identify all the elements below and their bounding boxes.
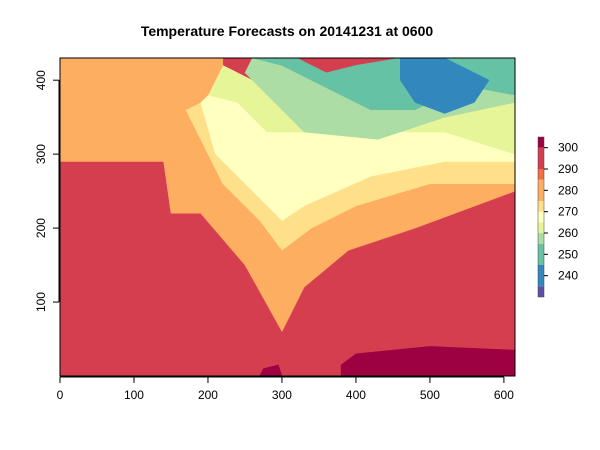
colorbar-swatch <box>538 222 544 233</box>
field-region-300 <box>259 364 283 376</box>
y-axis: 100 200 300 400 <box>34 70 60 312</box>
y-tick-label: 200 <box>34 218 48 238</box>
field-region-235 <box>433 61 464 97</box>
x-tick-label: 0 <box>57 388 64 402</box>
colorbar-swatch <box>538 233 544 244</box>
colorbar-swatch <box>538 147 544 169</box>
temperature-field <box>60 58 515 376</box>
colorbar-tick-label: 250 <box>558 247 578 261</box>
y-tick-label: 400 <box>34 70 48 90</box>
x-tick-label: 200 <box>198 388 218 402</box>
colorbar-tick-label: 280 <box>558 183 578 197</box>
colorbar-swatch <box>538 137 544 148</box>
colorbar-tick-label: 260 <box>558 226 578 240</box>
colorbar-swatch <box>538 179 544 201</box>
colorbar-legend: 240 250 260 270 280 290 300 <box>537 136 578 298</box>
x-tick-label: 500 <box>420 388 440 402</box>
colorbar-swatch <box>538 265 544 287</box>
y-tick-label: 100 <box>34 292 48 312</box>
colorbar-swatch <box>538 286 544 297</box>
colorbar-swatch <box>538 169 544 180</box>
chart-title: Temperature Forecasts on 20141231 at 060… <box>141 23 434 39</box>
colorbar-frame <box>537 136 545 298</box>
y-tick-label: 300 <box>34 144 48 164</box>
x-axis: 0 100 200 300 400 500 600 <box>57 376 514 402</box>
plot-frame <box>59 57 516 377</box>
x-tick-label: 400 <box>346 388 366 402</box>
colorbar-tick-label: 300 <box>558 141 578 155</box>
colorbar-swatch <box>538 201 544 212</box>
colorbar-tick-label: 240 <box>558 269 578 283</box>
x-tick-label: 600 <box>494 388 514 402</box>
field-region-300 <box>340 346 515 376</box>
field-region-275 <box>60 58 224 111</box>
colorbar-tick-label: 270 <box>558 205 578 219</box>
colorbar-swatch <box>538 243 544 265</box>
colorbar-tick-label: 290 <box>558 162 578 176</box>
x-tick-label: 300 <box>272 388 292 402</box>
x-tick-label: 100 <box>124 388 144 402</box>
colorbar-swatch <box>538 211 544 223</box>
